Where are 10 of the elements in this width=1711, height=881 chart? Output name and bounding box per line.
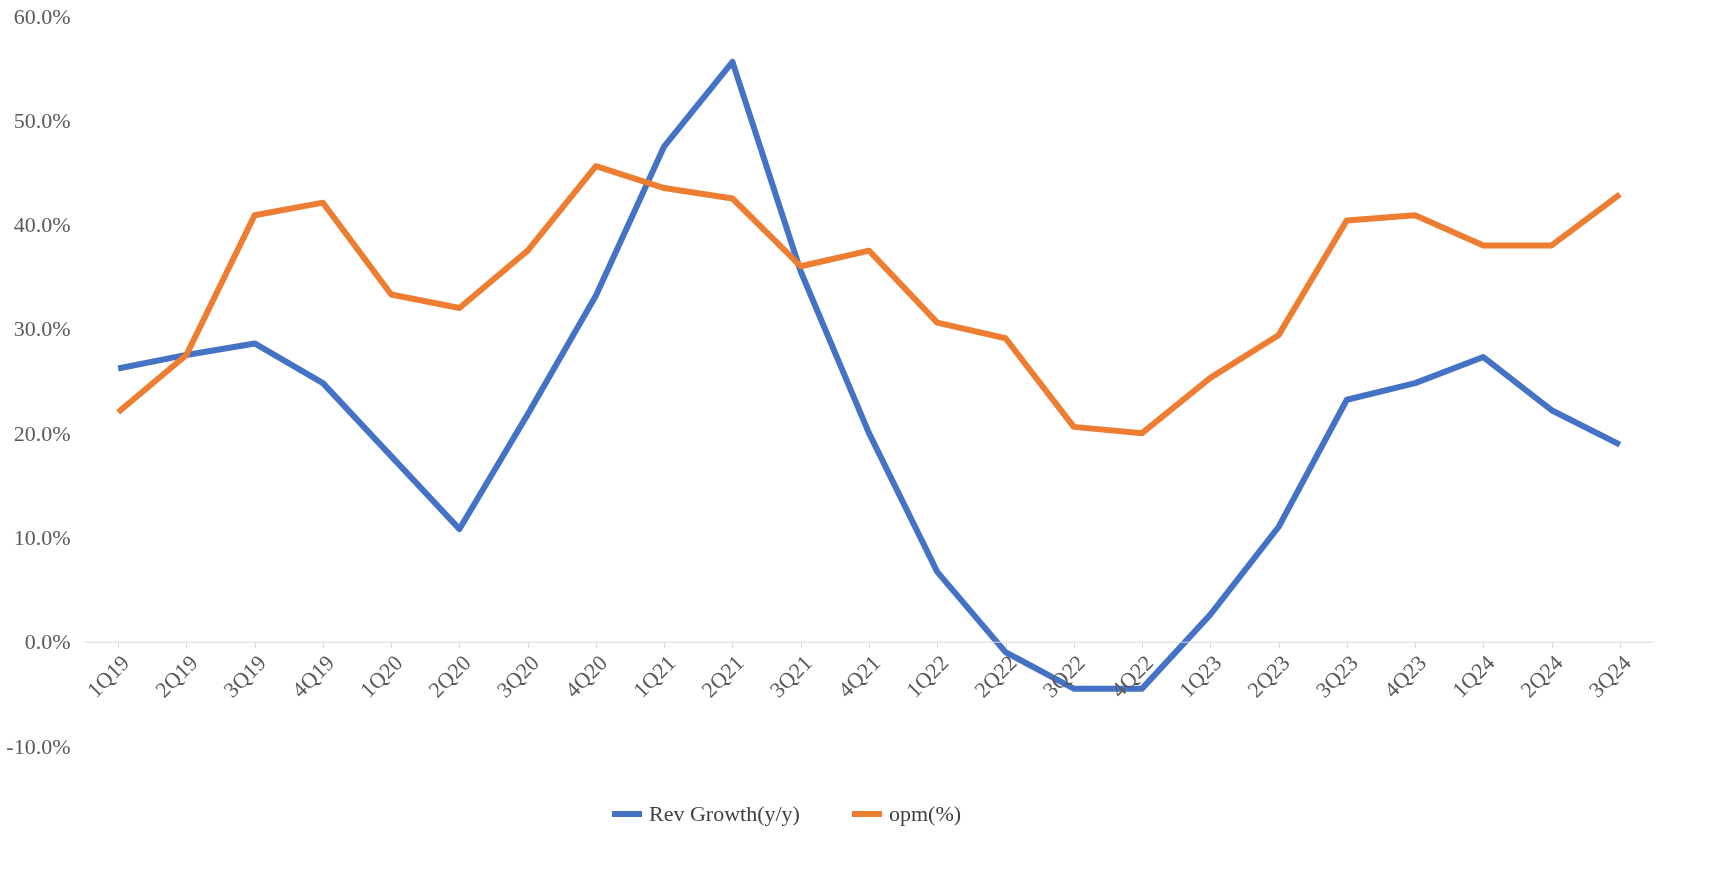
legend-label: Rev Growth(y/y): [649, 801, 800, 826]
y-tick-label: 20.0%: [13, 420, 71, 446]
y-tick-label: -10.0%: [6, 733, 71, 759]
y-tick-label: 10.0%: [13, 524, 71, 550]
y-tick-label: 50.0%: [13, 107, 71, 133]
legend-label: opm(%): [889, 801, 962, 826]
y-tick-label: 40.0%: [13, 212, 71, 238]
y-tick-label: 60.0%: [13, 3, 71, 29]
y-tick-label: 0.0%: [24, 629, 71, 655]
y-tick-label: 30.0%: [13, 316, 71, 342]
